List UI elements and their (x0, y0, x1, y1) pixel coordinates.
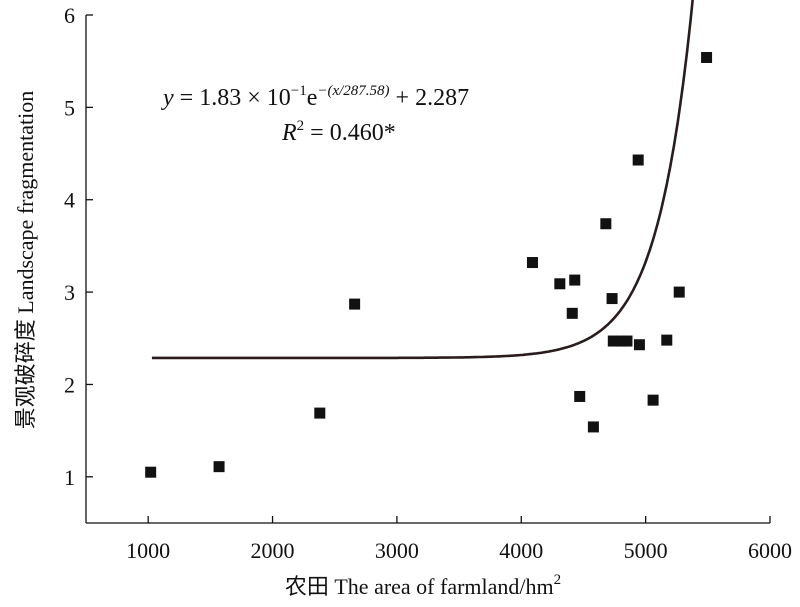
data-point (621, 335, 633, 347)
data-point (566, 307, 578, 319)
data-point (633, 339, 645, 351)
data-point (701, 51, 713, 63)
data-point (632, 154, 644, 166)
y-tick-label: 6 (64, 3, 75, 28)
data-point (615, 335, 627, 347)
x-tick-label: 5000 (624, 538, 668, 563)
data-point (587, 421, 599, 433)
data-point (673, 286, 685, 298)
data-point (145, 466, 157, 478)
x-axis-title: 农田 The area of farmland/hm2 (285, 572, 561, 599)
data-point (600, 218, 612, 230)
x-tick-label: 1000 (126, 538, 170, 563)
data-point (647, 394, 659, 406)
data-point (606, 293, 618, 305)
x-tick-label: 2000 (251, 538, 295, 563)
data-point (661, 334, 673, 346)
x-tick-label: 3000 (375, 538, 419, 563)
y-axis-ticks: 1 2 3 4 5 6 (64, 3, 93, 490)
axes (85, 15, 770, 524)
data-point (349, 298, 361, 310)
data-point (526, 257, 538, 269)
y-axis-title: 景观破碎度 Landscape fragmentation (13, 91, 38, 429)
fit-equation: y = 1.83 × 10−1e−(x/287.58) + 2.287 (161, 83, 469, 111)
data-point (607, 335, 619, 347)
data-point (574, 390, 586, 402)
data-point (569, 274, 581, 286)
data-points (145, 51, 713, 478)
r-squared-label: R2 = 0.460* (281, 118, 396, 146)
y-tick-label: 3 (64, 280, 75, 305)
y-tick-label: 1 (64, 465, 75, 490)
x-tick-label: 4000 (499, 538, 543, 563)
data-point (554, 278, 566, 290)
y-tick-label: 4 (64, 188, 75, 213)
y-tick-label: 2 (64, 372, 75, 397)
y-tick-label: 5 (64, 95, 75, 120)
x-axis-ticks: 1000 2000 3000 4000 5000 6000 (126, 516, 792, 563)
data-point (213, 461, 225, 473)
fit-curve (151, 0, 694, 360)
data-point (314, 407, 326, 419)
x-tick-label: 6000 (748, 538, 792, 563)
